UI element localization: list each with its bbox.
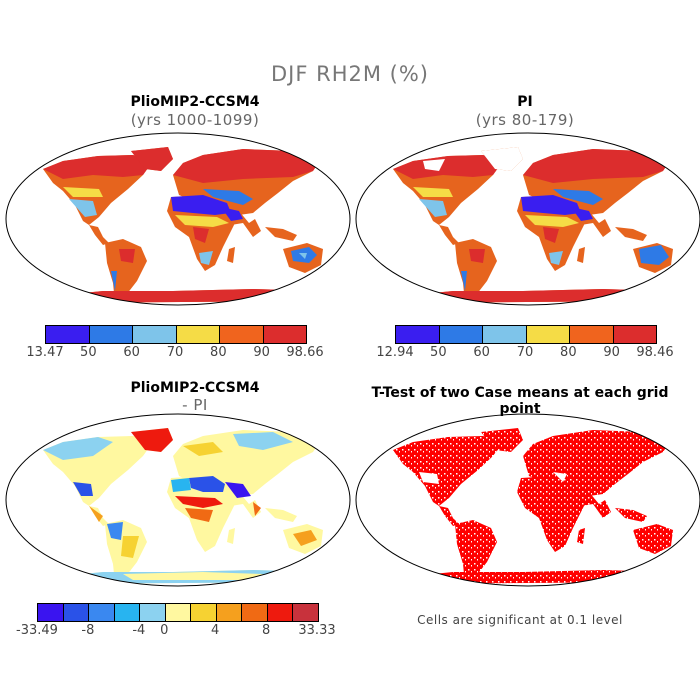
colorbar-tick-label: 90: [253, 345, 270, 360]
colorbar-tick-label: 60: [473, 345, 490, 360]
panel-title-ttest: T-Test of two Case means at each grid po…: [371, 385, 669, 417]
colorbar-tick-label: 12.94: [376, 345, 414, 360]
panel-title-difference: PlioMIP2-CCSM4: [130, 380, 260, 396]
colorbar-swatch: [165, 604, 192, 621]
colorbar-tick-label: 70: [516, 345, 534, 360]
colorbar-tick-label: 13.47: [26, 345, 64, 360]
colorbar-swatch: [242, 604, 268, 621]
colorbar-swatch: [133, 326, 177, 343]
colorbar-tick-label: 60: [123, 345, 140, 360]
colorbar-swatch: [140, 604, 166, 621]
colorbar-swatch: [89, 604, 115, 621]
map-ttest-significance: [355, 413, 700, 587]
colorbar-tick-label: -4: [132, 623, 146, 638]
colorbar-tick-label: 8: [261, 623, 271, 638]
colorbar-swatch: [114, 604, 141, 621]
colorbar-swatch: [439, 326, 483, 343]
colorbar-swatch: [46, 326, 90, 343]
colorbar-tick-label: 80: [560, 345, 577, 360]
colorbar-swatch: [613, 326, 656, 343]
colorbar-swatch: [396, 326, 440, 343]
panel-subtitle-pliomip: (yrs 1000-1099): [130, 111, 260, 129]
panel-title-pi: PI: [517, 94, 533, 110]
significance-note: Cells are significant at 0.1 level: [417, 613, 623, 627]
colorbar-swatch: [63, 604, 90, 621]
colorbar-tick-label: 50: [430, 345, 447, 360]
panel-subtitle-pi: (yrs 80-179): [475, 111, 575, 129]
colorbar-swatch: [483, 326, 527, 343]
colorbar-swatch: [293, 604, 319, 621]
colorbar-swatch: [526, 326, 570, 343]
colorbar-tick-label: 90: [603, 345, 620, 360]
colorbar-swatch: [570, 326, 614, 343]
colorbar-tick-label: -8: [81, 623, 95, 638]
colorbar-tick-label: 0: [160, 623, 169, 638]
colorbar-tick-label: 4: [211, 623, 220, 638]
colorbar-tick-label: 70: [166, 345, 184, 360]
colorbar-difference: [37, 603, 319, 622]
map-pliomip-rh: [5, 132, 351, 306]
map-pi-rh: [355, 132, 700, 306]
panel-subtitle-difference: - PI: [182, 396, 208, 414]
colorbar-tick-label: 98.46: [636, 345, 674, 360]
colorbar-tick-label: -33.49: [16, 623, 58, 638]
figure-title: DJF RH2M (%): [271, 62, 429, 86]
colorbar-pliomip: [45, 325, 307, 344]
colorbar-swatch: [191, 604, 217, 621]
colorbar-swatch: [176, 326, 220, 343]
colorbar-tick-label: 50: [80, 345, 97, 360]
panel-title-pliomip: PlioMIP2-CCSM4: [130, 94, 260, 110]
colorbar-tick-label: 80: [210, 345, 227, 360]
colorbar-swatch: [263, 326, 306, 343]
colorbar-swatch: [220, 326, 264, 343]
colorbar-swatch: [267, 604, 294, 621]
colorbar-tick-label: 98.66: [286, 345, 324, 360]
colorbar-swatch: [38, 604, 64, 621]
colorbar-tick-label: 33.33: [298, 623, 336, 638]
colorbar-pi: [395, 325, 657, 344]
map-difference-rh: [5, 413, 351, 587]
colorbar-swatch: [216, 604, 243, 621]
colorbar-swatch: [89, 326, 133, 343]
